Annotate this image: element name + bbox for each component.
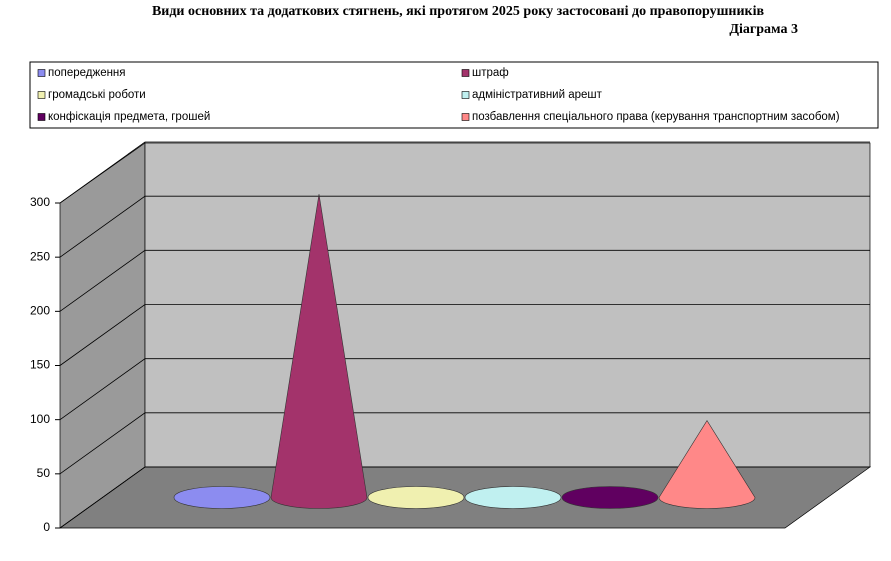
legend-swatch xyxy=(461,69,470,77)
side-wall xyxy=(59,142,146,529)
legend-swatch xyxy=(37,113,46,121)
grid-line xyxy=(59,141,870,204)
legend-box xyxy=(29,61,879,129)
legend-swatch xyxy=(37,69,46,77)
y-tick-label: 300 xyxy=(30,195,50,209)
legend-label: громадські роботи xyxy=(48,89,146,101)
chart-title: Види основних та додаткових стягнень, як… xyxy=(152,4,765,19)
back-wall xyxy=(144,142,871,468)
legend-label: конфіскація предмета, грошей xyxy=(48,111,210,123)
y-tick-label: 0 xyxy=(43,520,50,534)
legend-label: адміністративний арешт xyxy=(472,89,603,101)
cone xyxy=(367,486,465,509)
grid-line xyxy=(59,412,870,475)
grid-line xyxy=(59,358,870,420)
y-tick-label: 50 xyxy=(37,466,51,480)
cone xyxy=(173,486,271,509)
cone xyxy=(270,194,368,509)
cone xyxy=(658,420,756,509)
grid-line xyxy=(59,304,870,366)
legend-label: позбавлення спеціального права (керуванн… xyxy=(472,111,840,123)
legend-label: попередження xyxy=(48,67,126,79)
grid-line xyxy=(59,195,870,258)
y-tick-label: 250 xyxy=(30,249,50,263)
chart-subtitle: Діаграма 3 xyxy=(729,22,798,37)
grid-line xyxy=(59,249,870,312)
legend-swatch xyxy=(461,91,470,99)
legend-swatch xyxy=(461,113,470,121)
y-tick-label: 100 xyxy=(30,412,50,426)
y-tick-label: 150 xyxy=(30,358,50,372)
legend-label: штраф xyxy=(472,67,509,79)
cone xyxy=(464,486,562,509)
plot-area xyxy=(58,142,872,529)
y-tick-label: 200 xyxy=(30,304,50,318)
cone xyxy=(561,486,659,509)
grid-line xyxy=(59,466,870,529)
legend-swatch xyxy=(37,91,46,99)
